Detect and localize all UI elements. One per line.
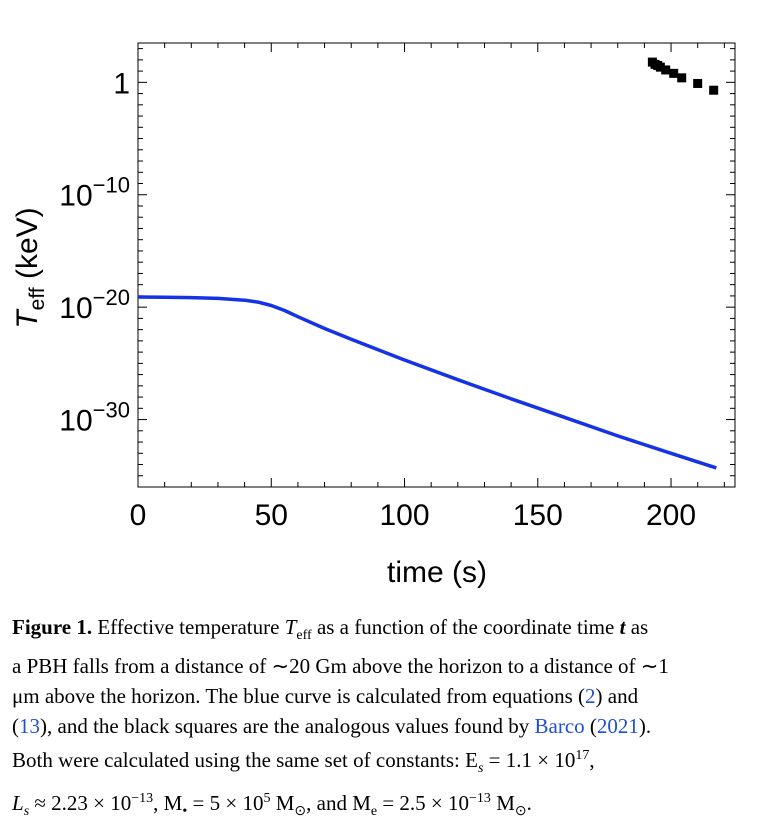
x-tick-label: 50 bbox=[255, 499, 288, 532]
y-tick-label: 10−20 bbox=[59, 285, 130, 325]
data-point-square bbox=[669, 68, 679, 78]
caption-subscript: eff bbox=[296, 628, 312, 644]
caption-text: ). bbox=[638, 714, 652, 739]
caption-text: ), and the black squares are the analogo… bbox=[40, 714, 535, 739]
caption-text: Effective temperature bbox=[92, 615, 285, 639]
data-point-square bbox=[655, 62, 665, 72]
caption-symbol: t bbox=[619, 615, 626, 639]
chart: 0 50 100 150 200 1 10−10 10−20 10−30 time (s) T… bbox=[11, 42, 736, 589]
x-tick-label: 0 bbox=[130, 499, 147, 532]
y-axis-label: Teff (keV) bbox=[11, 207, 49, 328]
data-point-square bbox=[693, 78, 703, 88]
series-line-blue bbox=[137, 295, 717, 470]
caption-symbol: T bbox=[284, 615, 297, 639]
citation-year-link[interactable]: 2021 bbox=[596, 714, 639, 739]
x-axis-label: time (s) bbox=[387, 556, 487, 589]
data-point-square bbox=[661, 65, 671, 75]
caption-text: ( bbox=[12, 714, 19, 739]
data-point-square bbox=[677, 73, 687, 83]
caption-constants: Ls ≈ 2.23 × 10−13, M• = 5 × 105 M⊙, and … bbox=[12, 791, 532, 820]
series-points-group bbox=[647, 57, 719, 95]
y-tick-label: 10−10 bbox=[59, 173, 130, 213]
caption-text: a PBH falls from a distance of ∼20 Gm ab… bbox=[12, 654, 669, 679]
caption-text: as a function of the coordinate time bbox=[311, 615, 620, 639]
caption-text: μm above the horizon. The blue curve is … bbox=[12, 684, 586, 709]
caption-text: ) and bbox=[595, 684, 639, 709]
equation-ref-link[interactable]: 13 bbox=[19, 714, 40, 739]
figure-caption: Figure 1. Effective temperature Teff as … bbox=[12, 612, 742, 828]
x-tick-label: 100 bbox=[379, 499, 429, 532]
plot-border bbox=[137, 42, 736, 488]
x-tick-label: 200 bbox=[646, 499, 696, 532]
data-point-square bbox=[709, 85, 719, 95]
y-tick-label: 1 bbox=[113, 67, 130, 100]
y-tick-label: 10−30 bbox=[59, 398, 130, 438]
caption-constants: Both were calculated using the same set … bbox=[12, 748, 595, 777]
equation-ref-link[interactable]: 2 bbox=[585, 684, 596, 709]
x-tick-label: 150 bbox=[513, 499, 563, 532]
citation-link[interactable]: Barco bbox=[534, 714, 585, 739]
caption-text: ( bbox=[584, 714, 597, 739]
plot-frame bbox=[137, 42, 736, 488]
caption-text: as bbox=[625, 615, 649, 639]
figure-label: Figure 1. bbox=[12, 615, 93, 639]
y-ticks: 1 10−10 10−20 10−30 bbox=[59, 48, 735, 488]
x-ticks: 0 50 100 150 200 bbox=[130, 43, 725, 532]
series-line-group bbox=[137, 295, 717, 470]
